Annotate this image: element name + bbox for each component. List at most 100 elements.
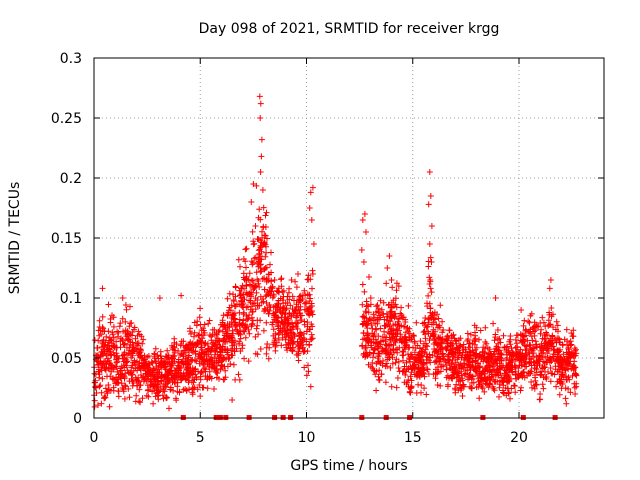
data-point [365,331,371,338]
data-point [556,336,563,343]
data-point [555,347,561,354]
data-point [126,394,133,401]
data-point [94,358,100,365]
data-point [401,333,408,340]
data-point [264,235,270,242]
data-point [206,358,212,365]
data-point [504,343,511,350]
data-point [548,305,555,311]
data-point [431,312,437,319]
data-point [522,327,529,334]
data-point [257,262,263,268]
data-point [555,368,562,375]
data-point [272,330,279,337]
data-point [529,337,536,344]
data-point [533,381,539,388]
data-point [477,377,484,384]
data-point [437,382,444,389]
data-point [244,316,251,323]
data-point [136,354,143,361]
data-point [436,322,443,329]
data-point [115,379,122,386]
data-point [464,352,471,359]
data-point [530,350,537,357]
data-point [289,346,296,353]
data-point [573,380,580,387]
data-point [265,355,272,362]
data-point [120,388,127,395]
data-point [106,334,113,341]
data-point [261,286,268,293]
data-point [102,393,108,400]
data-point [427,254,434,261]
data-point [145,353,152,359]
data-point [187,325,193,332]
data-point [531,365,538,371]
data-point [127,303,133,310]
data-point [455,387,462,394]
data-point [213,346,220,352]
data-point [115,393,122,400]
data-point [405,302,412,309]
data-point [553,383,560,390]
data-point [526,359,533,366]
data-point [543,374,550,380]
data-point [240,317,247,324]
data-point [418,382,425,389]
data-point [236,301,243,308]
data-point [491,387,498,394]
data-point [231,348,238,355]
data-point [553,339,560,346]
data-point [107,319,114,326]
data-point [221,363,228,370]
data-point [186,346,193,353]
data-point [293,323,300,330]
data-point [307,189,314,196]
data-point [115,388,122,394]
data-point [118,367,125,374]
data-point [99,313,106,320]
data-point [389,354,396,361]
data-point [421,360,427,367]
data-point [261,239,268,246]
data-point [459,393,466,399]
data-point [536,396,543,403]
data-point [359,343,365,350]
data-point [547,365,554,371]
data-point [387,364,394,371]
data-point [236,376,243,383]
data-point [425,292,432,299]
data-point [136,386,143,393]
data-point [517,387,524,394]
data-point [550,324,556,331]
data-point [426,337,433,344]
data-point [425,328,431,335]
data-point [384,356,391,363]
data-point [411,364,418,370]
data-point [232,316,239,323]
data-point [219,346,226,353]
data-point [136,364,143,371]
data-point [469,358,476,365]
data-point [196,332,202,339]
data-point [564,360,571,367]
data-point [528,310,535,317]
data-point [209,343,216,350]
data-point [537,372,544,379]
data-point [417,338,424,345]
data-point [361,314,368,321]
data-point [458,365,465,372]
data-point [197,305,204,312]
data-point [373,360,380,367]
x-tick-label: 0 [90,430,99,446]
data-point [231,315,238,322]
data-point [396,327,402,334]
data-point [149,360,156,366]
data-point [303,338,310,345]
data-point [423,356,430,363]
data-point [112,380,119,387]
data-point [426,274,433,281]
data-point [157,381,163,387]
data-point [245,326,252,333]
data-point [307,383,314,390]
